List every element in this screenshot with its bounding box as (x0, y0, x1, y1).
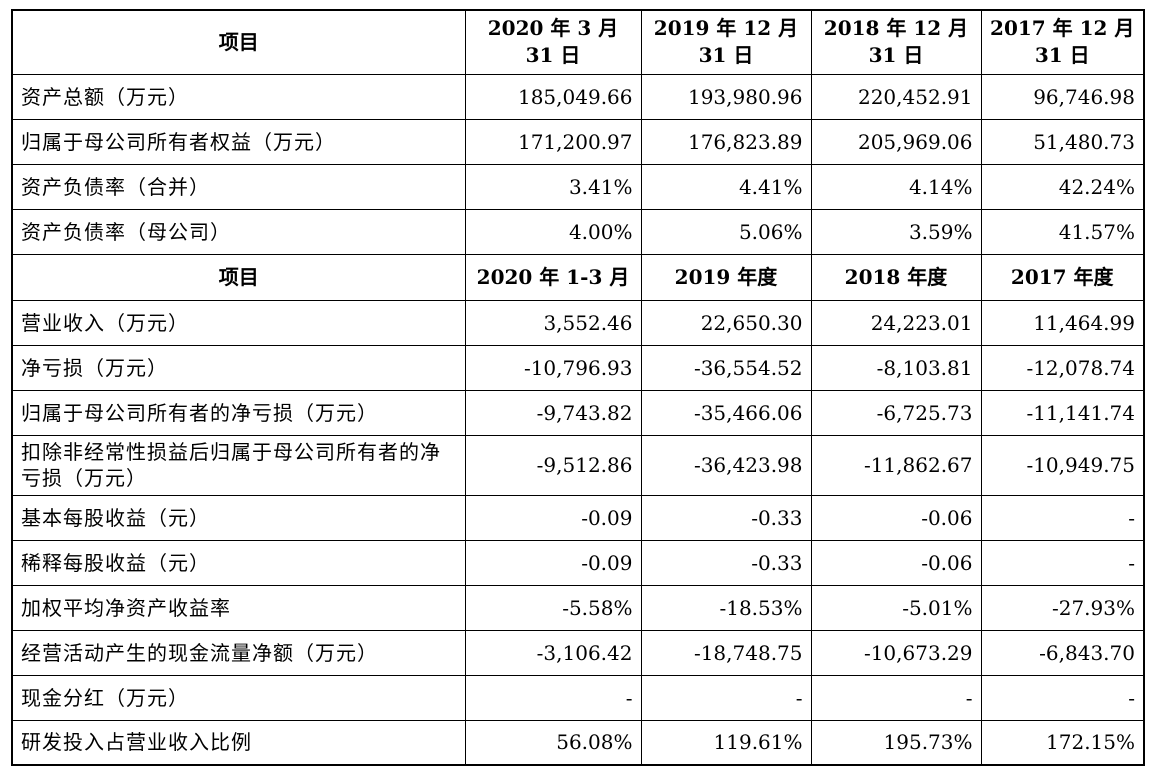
cell-value: -10,673.29 (810, 629, 982, 676)
cell-value: 119.61% (640, 719, 812, 766)
header-cell-item: 项目 (11, 253, 466, 301)
cell-value: 172.15% (980, 719, 1145, 766)
header-row-balance: 项目 2020 年 3 月 31 日 2019 年 12 月 31 日 2018… (11, 9, 1145, 75)
table-row: 现金分红（万元） - - - - (11, 674, 1145, 721)
row-label: 扣除非经常性损益后归属于母公司所有者的净亏损（万元） (11, 434, 466, 496)
row-label: 资产负债率（合并） (11, 163, 466, 210)
header-cell-2019: 2019 年 12 月 31 日 (640, 9, 812, 75)
row-label: 经营活动产生的现金流量净额（万元） (11, 629, 466, 676)
cell-value: -3,106.42 (464, 629, 642, 676)
row-label: 现金分红（万元） (11, 674, 466, 721)
header-cell-2019: 2019 年度 (640, 253, 812, 301)
cell-value: 5.06% (640, 208, 812, 255)
row-label: 资产总额（万元） (11, 73, 466, 120)
cell-value: 185,049.66 (464, 73, 642, 120)
cell-value: -0.06 (810, 494, 982, 541)
table-row: 营业收入（万元） 3,552.46 22,650.30 24,223.01 11… (11, 299, 1145, 346)
cell-value: -9,743.82 (464, 389, 642, 436)
table-row: 稀释每股收益（元） -0.09 -0.33 -0.06 - (11, 539, 1145, 586)
cell-value: 176,823.89 (640, 118, 812, 165)
cell-value: -18,748.75 (640, 629, 812, 676)
header-row-income: 项目 2020 年 1-3 月 2019 年度 2018 年度 2017 年度 (11, 253, 1145, 301)
cell-value: -36,423.98 (640, 434, 812, 496)
cell-value: -10,949.75 (980, 434, 1145, 496)
cell-value: 4.41% (640, 163, 812, 210)
cell-value: 171,200.97 (464, 118, 642, 165)
cell-value: -35,466.06 (640, 389, 812, 436)
row-label: 净亏损（万元） (11, 344, 466, 391)
row-label: 归属于母公司所有者权益（万元） (11, 118, 466, 165)
cell-value: 41.57% (980, 208, 1145, 255)
cell-value: 220,452.91 (810, 73, 982, 120)
table-row: 加权平均净资产收益率 -5.58% -18.53% -5.01% -27.93% (11, 584, 1145, 631)
table-row: 基本每股收益（元） -0.09 -0.33 -0.06 - (11, 494, 1145, 541)
cell-value: - (810, 674, 982, 721)
table-row: 资产总额（万元） 185,049.66 193,980.96 220,452.9… (11, 73, 1145, 120)
cell-value: -8,103.81 (810, 344, 982, 391)
row-label: 资产负债率（母公司） (11, 208, 466, 255)
cell-value: -0.06 (810, 539, 982, 586)
cell-value: 22,650.30 (640, 299, 812, 346)
cell-value: -12,078.74 (980, 344, 1145, 391)
cell-value: - (980, 539, 1145, 586)
cell-value: - (980, 674, 1145, 721)
row-label: 加权平均净资产收益率 (11, 584, 466, 631)
cell-value: - (640, 674, 812, 721)
cell-value: 56.08% (464, 719, 642, 766)
cell-value: -0.33 (640, 539, 812, 586)
cell-value: -6,725.73 (810, 389, 982, 436)
table-row: 资产负债率（合并） 3.41% 4.41% 4.14% 42.24% (11, 163, 1145, 210)
cell-value: 51,480.73 (980, 118, 1145, 165)
cell-value: 96,746.98 (980, 73, 1145, 120)
cell-value: 24,223.01 (810, 299, 982, 346)
cell-value: -11,141.74 (980, 389, 1145, 436)
cell-value: 42.24% (980, 163, 1145, 210)
row-label: 基本每股收益（元） (11, 494, 466, 541)
header-cell-2020q1: 2020 年 1-3 月 (464, 253, 642, 301)
cell-value: -9,512.86 (464, 434, 642, 496)
row-label: 研发投入占营业收入比例 (11, 719, 466, 766)
cell-value: - (980, 494, 1145, 541)
cell-value: -5.58% (464, 584, 642, 631)
table-row: 研发投入占营业收入比例 56.08% 119.61% 195.73% 172.1… (11, 719, 1145, 766)
row-label: 营业收入（万元） (11, 299, 466, 346)
cell-value: -27.93% (980, 584, 1145, 631)
table-row: 归属于母公司所有者的净亏损（万元） -9,743.82 -35,466.06 -… (11, 389, 1145, 436)
cell-value: -5.01% (810, 584, 982, 631)
cell-value: 4.14% (810, 163, 982, 210)
cell-value: 205,969.06 (810, 118, 982, 165)
cell-value: -6,843.70 (980, 629, 1145, 676)
cell-value: -11,862.67 (810, 434, 982, 496)
cell-value: 3.41% (464, 163, 642, 210)
table-row: 资产负债率（母公司） 4.00% 5.06% 3.59% 41.57% (11, 208, 1145, 255)
cell-value: 3.59% (810, 208, 982, 255)
financial-table: 项目 2020 年 3 月 31 日 2019 年 12 月 31 日 2018… (11, 9, 1145, 766)
header-cell-2020q1: 2020 年 3 月 31 日 (464, 9, 642, 75)
table-row: 净亏损（万元） -10,796.93 -36,554.52 -8,103.81 … (11, 344, 1145, 391)
row-label: 归属于母公司所有者的净亏损（万元） (11, 389, 466, 436)
cell-value: 193,980.96 (640, 73, 812, 120)
header-cell-2018: 2018 年 12 月 31 日 (810, 9, 982, 75)
cell-value: 4.00% (464, 208, 642, 255)
cell-value: - (464, 674, 642, 721)
header-cell-2017: 2017 年度 (980, 253, 1145, 301)
header-cell-2017: 2017 年 12 月 31 日 (980, 9, 1145, 75)
table-row: 归属于母公司所有者权益（万元） 171,200.97 176,823.89 20… (11, 118, 1145, 165)
cell-value: 11,464.99 (980, 299, 1145, 346)
cell-value: -10,796.93 (464, 344, 642, 391)
header-cell-2018: 2018 年度 (810, 253, 982, 301)
cell-value: -0.09 (464, 494, 642, 541)
cell-value: -36,554.52 (640, 344, 812, 391)
header-cell-item: 项目 (11, 9, 466, 75)
cell-value: 3,552.46 (464, 299, 642, 346)
cell-value: -18.53% (640, 584, 812, 631)
cell-value: -0.09 (464, 539, 642, 586)
cell-value: -0.33 (640, 494, 812, 541)
row-label: 稀释每股收益（元） (11, 539, 466, 586)
table-row: 经营活动产生的现金流量净额（万元） -3,106.42 -18,748.75 -… (11, 629, 1145, 676)
cell-value: 195.73% (810, 719, 982, 766)
table-row: 扣除非经常性损益后归属于母公司所有者的净亏损（万元） -9,512.86 -36… (11, 434, 1145, 496)
